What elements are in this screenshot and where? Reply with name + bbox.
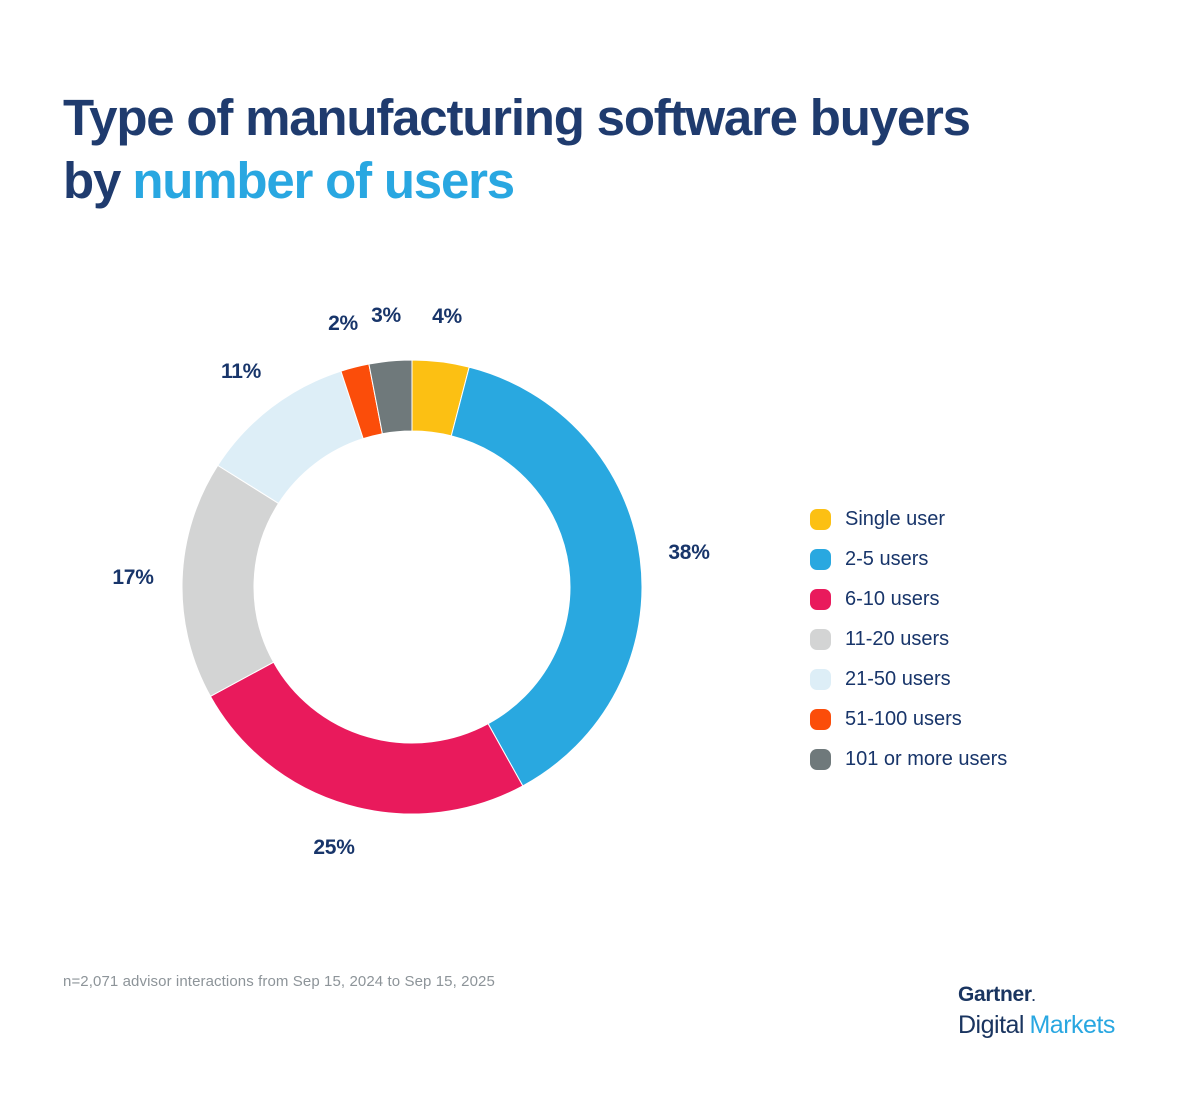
gartner-trademark-dot: . xyxy=(1031,989,1036,1004)
percent-label-21-50-users: 11% xyxy=(221,360,261,383)
gartner-text: Gartner xyxy=(958,983,1032,1006)
donut-segment-11-20-users xyxy=(181,464,280,698)
legend-label-2-5-users: 2-5 users xyxy=(845,547,929,570)
title-line1: Type of manufacturing software buyers xyxy=(63,89,971,146)
legend-label-6-10-users: 6-10 users xyxy=(845,587,940,610)
legend-item-single-user: Single user xyxy=(810,508,1007,530)
donut-segment-6-10-users xyxy=(209,661,524,815)
sample-note: n=2,071 advisor interactions from Sep 15… xyxy=(63,973,495,990)
percent-label-single-user: 4% xyxy=(432,305,462,328)
legend-swatch-single-user xyxy=(810,508,831,530)
page-title: Type of manufacturing software buyers by n… xyxy=(63,86,971,212)
legend-swatch-11-20-users xyxy=(810,628,831,650)
percent-label-101-or-more-users: 3% xyxy=(371,304,401,327)
legend-label-21-50-users: 21-50 users xyxy=(845,667,951,690)
title-line2-prefix: by xyxy=(63,152,121,209)
legend-swatch-51-100-users xyxy=(810,708,831,730)
legend-swatch-21-50-users xyxy=(810,668,831,690)
chart-legend: Single user 2-5 users 6-10 users 11-20 user… xyxy=(810,508,1007,770)
donut-segment-101-or-more-users xyxy=(368,359,413,435)
legend-swatch-2-5-users xyxy=(810,548,831,570)
legend-item-21-50-users: 21-50 users xyxy=(810,668,1007,690)
legend-swatch-6-10-users xyxy=(810,588,831,610)
legend-item-51-100-users: 51-100 users xyxy=(810,708,1007,730)
legend-label-single-user: Single user xyxy=(845,507,946,530)
percent-label-2-5-users: 38% xyxy=(668,541,710,564)
legend-label-51-100-users: 51-100 users xyxy=(845,707,962,730)
legend-label-11-20-users: 11-20 users xyxy=(845,627,950,650)
gartner-wordmark: Gartner. xyxy=(958,984,1115,1008)
legend-item-101-or-more-users: 101 or more users xyxy=(810,748,1007,770)
title-line2-highlight: number of users xyxy=(132,152,515,209)
legend-item-2-5-users: 2-5 users xyxy=(810,548,1007,570)
markets-text: Markets xyxy=(1029,1011,1115,1039)
percent-label-51-100-users: 2% xyxy=(328,312,358,335)
legend-label-101-or-more-users: 101 or more users xyxy=(845,747,1008,770)
digital-text: Digital xyxy=(958,1011,1024,1039)
digital-markets-wordmark: Digital Markets xyxy=(958,1011,1115,1039)
donut-slices xyxy=(181,359,643,815)
donut-segment-2-5-users xyxy=(450,366,643,787)
legend-swatch-101-or-more-users xyxy=(810,748,831,770)
gartner-digital-markets-logo: Gartner. Digital Markets xyxy=(958,984,1115,1040)
percent-label-6-10-users: 25% xyxy=(313,836,355,859)
legend-item-6-10-users: 6-10 users xyxy=(810,588,1007,610)
legend-item-11-20-users: 11-20 users xyxy=(810,628,1007,650)
percent-label-11-20-users: 17% xyxy=(112,566,154,589)
